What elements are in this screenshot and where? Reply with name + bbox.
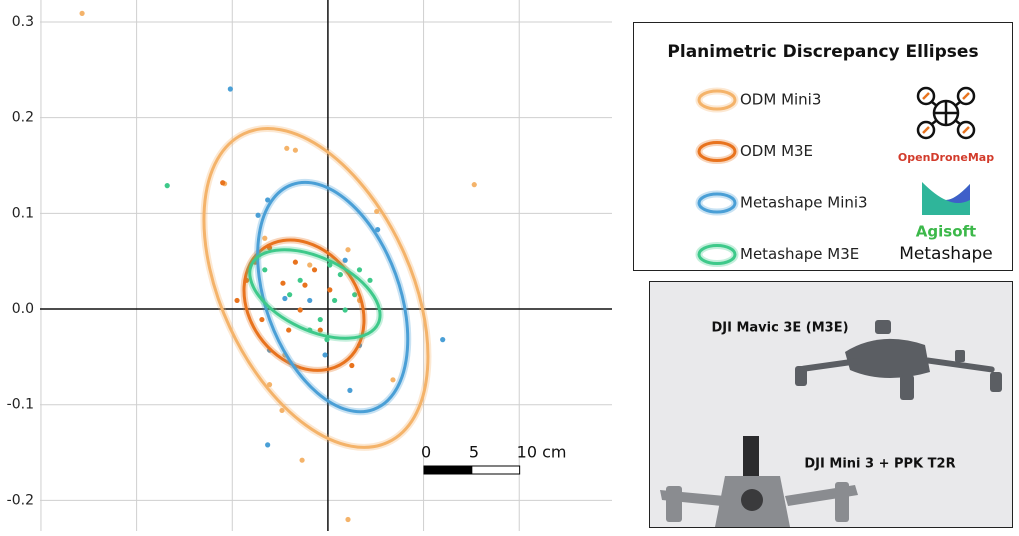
point [367, 278, 372, 283]
legend-label: ODM Mini3 [740, 91, 821, 109]
point [338, 272, 343, 277]
point [259, 317, 264, 322]
point [287, 292, 292, 297]
legend-label: ODM M3E [740, 142, 813, 160]
point [302, 283, 307, 288]
legend-title: Planimetric Discrepancy Ellipses [667, 42, 978, 62]
point [307, 262, 312, 267]
point [345, 517, 350, 522]
point [220, 180, 225, 185]
confidence-ellipse [219, 217, 388, 394]
y-tick-label: 0.3 [12, 14, 34, 30]
point [345, 247, 350, 252]
point [343, 307, 348, 312]
point [265, 442, 270, 447]
metashape-logo-text: Metashape [899, 244, 993, 264]
y-tick-label: -0.1 [7, 397, 34, 413]
point [284, 146, 289, 151]
confidence-ellipse [158, 94, 474, 483]
point [322, 352, 327, 357]
point [262, 267, 267, 272]
agisoft-logo-text: Agisoft [916, 223, 976, 241]
point [349, 363, 354, 368]
legend-label: Metashape Mini3 [740, 194, 868, 212]
point [298, 278, 303, 283]
legend-label: Metashape M3E [740, 245, 859, 263]
point [282, 296, 287, 301]
point [307, 298, 312, 303]
y-tick-label: 0.2 [12, 110, 34, 126]
point [262, 236, 267, 241]
y-tick-label: 0.1 [12, 205, 34, 221]
point [293, 148, 298, 153]
scale-bar-segment [472, 466, 520, 474]
figure: -0.2 -0.1 0.0 0.1 0.2 0.3 0 5 10 cm Planimetric … [0, 0, 1019, 531]
point [293, 260, 298, 265]
point [312, 267, 317, 272]
photo-label: DJI Mavic 3E (M3E) [711, 321, 848, 336]
point [228, 86, 233, 91]
scale-bar-segment [424, 466, 472, 474]
ellipse-glow [158, 94, 474, 483]
point [234, 298, 239, 303]
plot-area: -0.2 -0.1 0.0 0.1 0.2 0.3 0 5 10 cm [7, 0, 612, 531]
point [332, 298, 337, 303]
point [299, 458, 304, 463]
point [347, 388, 352, 393]
point [286, 327, 291, 332]
point [472, 182, 477, 187]
scale-bar-label: 10 cm [517, 443, 567, 462]
point [390, 377, 395, 382]
point [318, 317, 323, 322]
point [79, 11, 84, 16]
scale-bar-label: 5 [469, 443, 479, 462]
y-tick-label: 0.0 [12, 301, 34, 317]
point [440, 337, 445, 342]
scale-bar-label: 0 [421, 443, 431, 462]
photo-label: DJI Mini 3 + PPK T2R [804, 457, 955, 472]
point [280, 281, 285, 286]
point [357, 267, 362, 272]
point [165, 183, 170, 188]
point [298, 307, 303, 312]
odm-logo-text: OpenDroneMap [898, 151, 994, 164]
y-tick-label: -0.2 [7, 492, 34, 508]
point [327, 287, 332, 292]
